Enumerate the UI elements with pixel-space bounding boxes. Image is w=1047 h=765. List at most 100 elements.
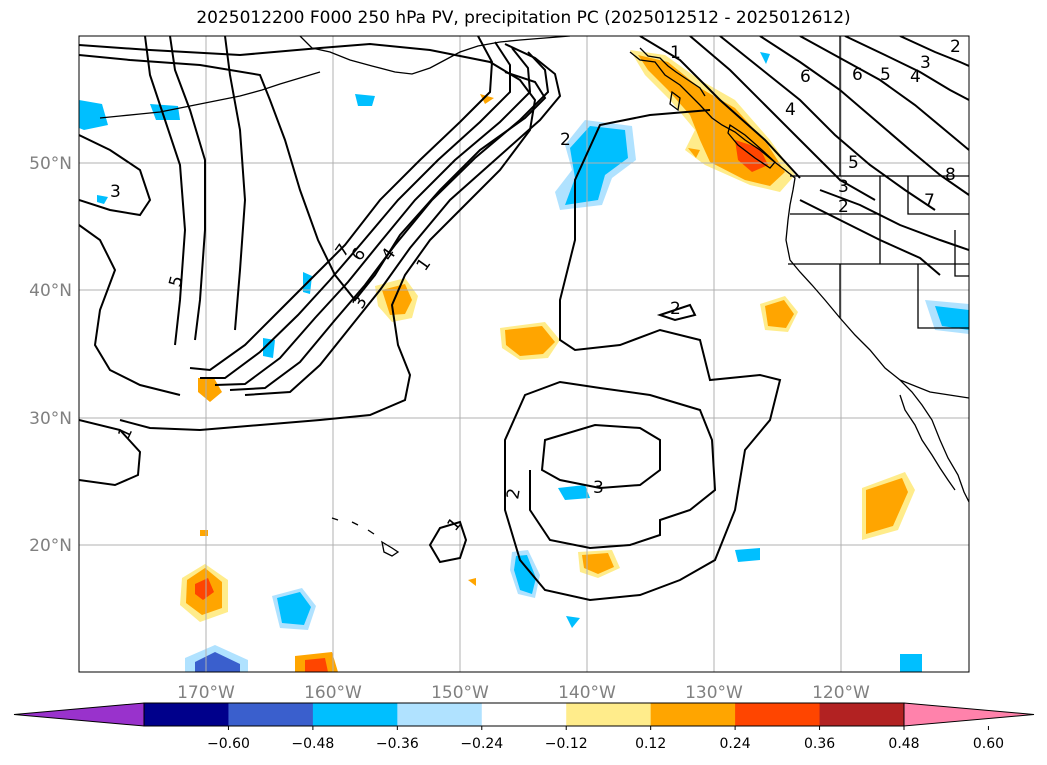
pv-contour-3	[244, 43, 562, 396]
pv-contour-1-west	[79, 42, 537, 432]
precip-area-neg-nw3	[355, 94, 375, 106]
precip-area-pos-14n-max	[195, 578, 214, 600]
precip-area-neg-east-core	[935, 306, 969, 330]
precip-area-pos-40n-core	[382, 284, 412, 315]
lon-label: 160°W	[304, 683, 362, 703]
colorbar-tick-label: −0.36	[376, 736, 419, 752]
map-title: 2025012200 F000 250 hPa PV, precipitatio…	[196, 8, 851, 28]
pv-contour-ridge-east-9	[819, 189, 969, 251]
pv-contour-ridge-east-3	[719, 36, 936, 211]
contour-label: 7	[332, 241, 355, 261]
colorbar-tick-label: 0.60	[973, 736, 1004, 752]
colorbar-tick-label: 0.24	[720, 736, 751, 752]
precip-area-pos-small5	[468, 578, 476, 586]
pv-contour-3-central	[540, 423, 661, 490]
colorbar-segment	[735, 703, 821, 726]
colorbar-segment	[228, 703, 314, 726]
lat-label: 50°N	[29, 154, 72, 174]
pv-contour-1-hawaii	[428, 520, 468, 564]
pv-contour-trough-west-a	[169, 36, 206, 341]
contour-label: 7	[924, 191, 935, 211]
colorbar-tick-label: 0.12	[635, 736, 666, 752]
pv-contour-ridge-east-7	[899, 36, 969, 67]
contour-label: 1	[114, 424, 137, 442]
colorbar-tick-label: −0.48	[291, 736, 334, 752]
contour-label: 4	[378, 245, 401, 265]
precip-shading	[79, 50, 969, 672]
lon-labels: 170°W 160°W 150°W 140°W 130°W 120°W	[177, 683, 870, 703]
precip-area-pos-21n	[200, 530, 208, 536]
precip-area-neg-small2	[263, 338, 275, 358]
colorbar-extend-high	[903, 702, 1035, 727]
pv-contour-4	[229, 51, 550, 391]
colorbar: −0.60 −0.48 −0.36 −0.24 −0.12 0.12 0.24 0.36 0.4…	[13, 702, 1035, 752]
colorbar-segment	[312, 703, 398, 726]
colorbar-segment	[397, 703, 483, 726]
colorbar-tick-label: 0.48	[888, 736, 919, 752]
lon-label: 150°W	[431, 683, 489, 703]
lat-label: 20°N	[29, 536, 72, 556]
pv-contour-ridge-east-1	[639, 36, 801, 179]
precip-area-neg-small3	[97, 195, 108, 204]
coastline-alaska-panhandle	[639, 47, 706, 97]
contour-label: 6	[852, 65, 863, 85]
pv-contour-2-inner	[656, 303, 697, 322]
border-states	[788, 176, 969, 399]
coastline-vancouver-island	[727, 123, 776, 169]
colorbar-segment	[819, 703, 905, 726]
colorbar-extend-low	[13, 702, 145, 727]
contour-label: 2	[950, 37, 961, 57]
pv-contour-2-central	[504, 109, 782, 602]
colorbar-segment	[566, 703, 652, 726]
precip-area-pos-nw	[480, 94, 494, 104]
pv-contours	[79, 36, 969, 602]
contour-label: 2	[670, 299, 681, 319]
precip-area-pos-se-core	[866, 478, 908, 534]
pv-contour-1-sw	[79, 419, 142, 487]
precip-area-neg-25n	[558, 485, 590, 500]
colorbar-tick-label: −0.12	[545, 736, 588, 752]
contour-label: 1	[413, 255, 436, 275]
pv-contour-5	[214, 47, 532, 386]
precip-area-pos-ca-core	[765, 300, 794, 328]
coastline-aleutians	[99, 71, 321, 119]
pv-contour-ridge-east-8	[799, 199, 941, 276]
precip-area-pos-small7	[688, 148, 700, 158]
pv-contour-west-edge2	[79, 224, 181, 396]
pv-contour-west-edge	[79, 134, 152, 217]
lat-label: 30°N	[29, 409, 72, 429]
contour-label: 3	[920, 53, 931, 73]
precip-area-neg-nw	[79, 100, 108, 130]
contour-labels: 1 2 3 4 5 6 7 1 3 2 3 2 1 1 6 4 5 3 2 6 …	[110, 37, 961, 535]
contour-label: 2	[503, 487, 525, 501]
contour-label: 2	[838, 197, 849, 217]
colorbar-segment	[144, 703, 229, 726]
plot-frame	[78, 35, 970, 673]
pv-contour-trough-west-b	[144, 36, 187, 346]
precip-area-neg-small6	[760, 52, 770, 64]
colorbar-frame	[143, 702, 905, 727]
pv-contour-ridge-east-5	[799, 36, 969, 151]
precip-area-pos-bottom-max	[305, 658, 328, 672]
colorbar-tick-label: 0.36	[804, 736, 835, 752]
pv-contour-7	[189, 36, 494, 372]
pv-contour-ridge-east-6	[844, 36, 969, 101]
contour-label: 8	[945, 165, 956, 185]
colorbar-segment	[481, 703, 567, 726]
contour-label: 3	[838, 177, 849, 197]
contour-label: 3	[110, 182, 121, 202]
precip-area-neg-18n-core	[514, 555, 536, 594]
lon-label: 140°W	[558, 683, 616, 703]
precip-area-neg-small4	[566, 616, 580, 628]
pv-contour-ridge-east-4	[759, 36, 969, 196]
precip-area-neg-14n-core	[277, 592, 311, 625]
contour-label: 2	[560, 130, 571, 150]
contour-label: 5	[166, 274, 188, 290]
pv-contour-6	[200, 41, 511, 379]
pv-contour-trough-west-c	[224, 36, 247, 331]
colorbar-tick-label: −0.24	[460, 736, 503, 752]
pv-contour-ridge-east-2	[689, 36, 876, 201]
precip-area-pos-central-core	[505, 326, 555, 356]
contour-label: 4	[785, 100, 796, 120]
contour-label: 5	[848, 153, 859, 173]
